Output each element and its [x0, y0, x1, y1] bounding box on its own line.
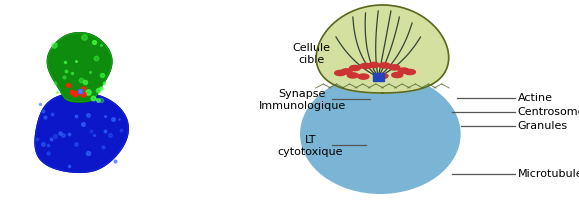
Circle shape [398, 68, 409, 73]
Polygon shape [47, 33, 112, 102]
Polygon shape [35, 93, 128, 172]
Circle shape [368, 62, 379, 68]
Circle shape [389, 65, 400, 70]
Text: LT
cytotoxique: LT cytotoxique [278, 135, 343, 157]
Polygon shape [35, 93, 128, 172]
Text: Granules: Granules [518, 121, 568, 131]
Bar [373, 73, 384, 81]
Text: Cellule
cible: Cellule cible [293, 43, 331, 65]
Circle shape [405, 69, 415, 75]
Polygon shape [47, 33, 112, 102]
Text: Centrosome: Centrosome [518, 107, 579, 117]
Circle shape [379, 63, 390, 68]
Circle shape [392, 72, 403, 78]
Circle shape [360, 63, 371, 69]
Text: Actine: Actine [518, 93, 553, 103]
Polygon shape [35, 93, 128, 172]
Circle shape [358, 74, 369, 79]
Circle shape [347, 73, 358, 78]
Circle shape [350, 65, 361, 71]
Ellipse shape [300, 74, 461, 194]
Polygon shape [47, 33, 112, 102]
Text: Synapse
Immunologique: Synapse Immunologique [259, 89, 346, 111]
Text: Microtubules: Microtubules [518, 169, 579, 179]
Circle shape [377, 73, 388, 79]
Polygon shape [316, 5, 449, 93]
Circle shape [341, 69, 352, 74]
Circle shape [335, 70, 346, 76]
